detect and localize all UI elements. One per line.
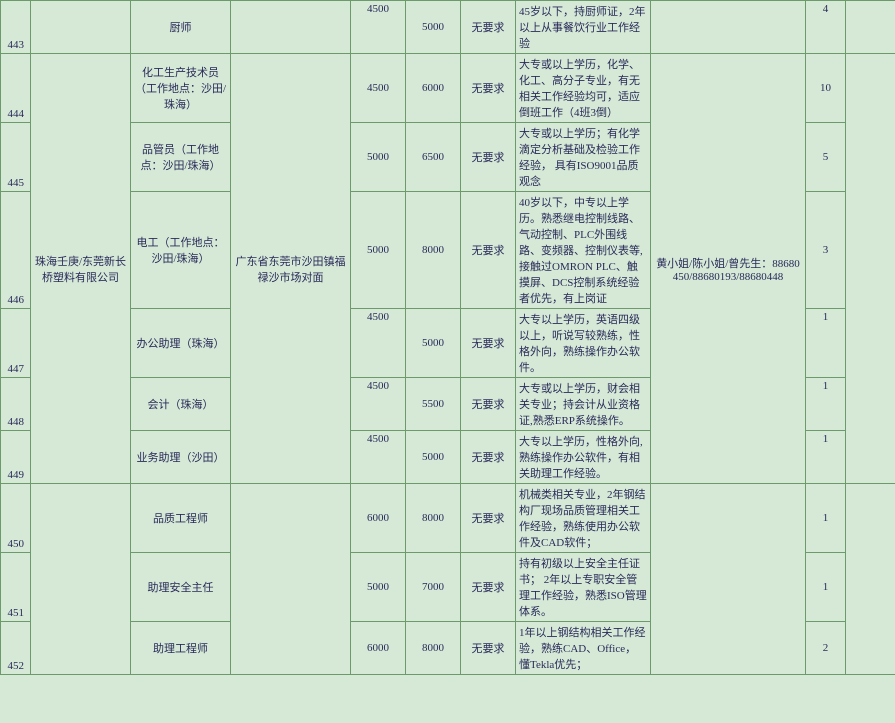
description-cell: 1年以上钢结构相关工作经验，熟练CAD、Office，懂Tekla优先； <box>516 622 651 675</box>
description-cell: 大专或以上学历，财会相关专业；持会计从业资格证,熟悉ERP系统操作。 <box>516 378 651 431</box>
description-cell: 大专以上学历，英语四级以上，听说写较熟练，性格外向，熟练操作办公软件。 <box>516 309 651 378</box>
position-cell: 会计（珠海） <box>131 378 231 431</box>
row-number: 450 <box>1 484 31 553</box>
count-cell: 1 <box>806 553 846 622</box>
company-cell <box>31 484 131 675</box>
requirement-cell: 无要求 <box>461 431 516 484</box>
row-number: 443 <box>1 1 31 54</box>
count-cell: 1 <box>806 309 846 378</box>
salary-min-cell: 4500 <box>351 1 406 54</box>
requirement-cell: 无要求 <box>461 123 516 192</box>
salary-min-cell: 5000 <box>351 553 406 622</box>
requirement-cell: 无要求 <box>461 622 516 675</box>
row-number: 452 <box>1 622 31 675</box>
description-cell: 40岁以下，中专以上学历。熟悉继电控制线路、气动控制、PLC外围线路、变频器、控… <box>516 192 651 309</box>
row-number: 451 <box>1 553 31 622</box>
description-cell: 大专或以上学历，化学、化工、高分子专业，有无相关工作经验均可，适应倒班工作（4班… <box>516 54 651 123</box>
position-cell: 业务助理（沙田） <box>131 431 231 484</box>
salary-max-cell: 8000 <box>406 622 461 675</box>
salary-min-cell: 4500 <box>351 309 406 378</box>
table-row: 443 厨师 4500 5000 无要求 45岁以下，持厨师证，2年以上从事餐饮… <box>1 1 895 54</box>
contact-cell: 黄小姐/陈小姐/曾先生：88680450/88680193/88680448 <box>651 54 806 484</box>
requirement-cell: 无要求 <box>461 484 516 553</box>
salary-max-cell: 6000 <box>406 54 461 123</box>
requirement-cell: 无要求 <box>461 54 516 123</box>
salary-min-cell: 6000 <box>351 622 406 675</box>
position-cell: 助理工程师 <box>131 622 231 675</box>
description-cell: 机械类相关专业，2年钢结构厂现场品质管理相关工作经验，熟练使用办公软件及CAD软… <box>516 484 651 553</box>
count-cell: 3 <box>806 192 846 309</box>
description-cell: 大专以上学历，性格外向,熟练操作办公软件，有相关助理工作经验。 <box>516 431 651 484</box>
description-cell: 持有初级以上安全主任证书； 2年以上专职安全管理工作经验，熟悉ISO管理体系。 <box>516 553 651 622</box>
position-cell: 电工（工作地点：沙田/珠海） <box>131 192 231 309</box>
requirement-cell: 无要求 <box>461 378 516 431</box>
count-cell: 1 <box>806 431 846 484</box>
salary-max-cell: 5000 <box>406 1 461 54</box>
requirement-cell: 无要求 <box>461 553 516 622</box>
salary-max-cell: 5000 <box>406 431 461 484</box>
salary-max-cell: 6500 <box>406 123 461 192</box>
row-number: 448 <box>1 378 31 431</box>
salary-min-cell: 4500 <box>351 378 406 431</box>
company-cell: 珠海壬庚/东莞新长桥塑料有限公司 <box>31 54 131 484</box>
requirement-cell: 无要求 <box>461 1 516 54</box>
salary-max-cell: 7000 <box>406 553 461 622</box>
count-cell: 1 <box>806 378 846 431</box>
contact-cell <box>651 484 806 675</box>
extra-cell <box>846 54 895 484</box>
extra-cell <box>846 484 895 675</box>
salary-max-cell: 5000 <box>406 309 461 378</box>
salary-min-cell: 5000 <box>351 192 406 309</box>
salary-max-cell: 8000 <box>406 484 461 553</box>
salary-max-cell: 8000 <box>406 192 461 309</box>
salary-min-cell: 4500 <box>351 54 406 123</box>
description-cell: 大专或以上学历；有化学滴定分析基础及检验工作经验， 具有ISO9001品质观念 <box>516 123 651 192</box>
company-cell <box>31 1 131 54</box>
position-cell: 品管员（工作地点：沙田/珠海） <box>131 123 231 192</box>
salary-min-cell: 4500 <box>351 431 406 484</box>
row-number: 446 <box>1 192 31 309</box>
requirement-cell: 无要求 <box>461 192 516 309</box>
contact-cell <box>651 1 806 54</box>
salary-min-cell: 5000 <box>351 123 406 192</box>
requirement-cell: 无要求 <box>461 309 516 378</box>
count-cell: 10 <box>806 54 846 123</box>
address-cell <box>231 484 351 675</box>
position-cell: 化工生产技术员（工作地点：沙田/珠海） <box>131 54 231 123</box>
count-cell: 5 <box>806 123 846 192</box>
position-cell: 厨师 <box>131 1 231 54</box>
row-number: 449 <box>1 431 31 484</box>
address-cell <box>231 1 351 54</box>
address-cell: 广东省东莞市沙田镇福禄沙市场对面 <box>231 54 351 484</box>
table-row: 450 品质工程师 6000 8000 无要求 机械类相关专业，2年钢结构厂现场… <box>1 484 895 553</box>
salary-max-cell: 5500 <box>406 378 461 431</box>
count-cell: 4 <box>806 1 846 54</box>
count-cell: 1 <box>806 484 846 553</box>
table-row: 444 珠海壬庚/东莞新长桥塑料有限公司 化工生产技术员（工作地点：沙田/珠海）… <box>1 54 895 123</box>
count-cell: 2 <box>806 622 846 675</box>
salary-min-cell: 6000 <box>351 484 406 553</box>
position-cell: 助理安全主任 <box>131 553 231 622</box>
position-cell: 办公助理（珠海） <box>131 309 231 378</box>
position-cell: 品质工程师 <box>131 484 231 553</box>
row-number: 447 <box>1 309 31 378</box>
job-table: 443 厨师 4500 5000 无要求 45岁以下，持厨师证，2年以上从事餐饮… <box>0 0 895 675</box>
row-number: 445 <box>1 123 31 192</box>
row-number: 444 <box>1 54 31 123</box>
description-cell: 45岁以下，持厨师证，2年以上从事餐饮行业工作经验 <box>516 1 651 54</box>
extra-cell <box>846 1 895 54</box>
